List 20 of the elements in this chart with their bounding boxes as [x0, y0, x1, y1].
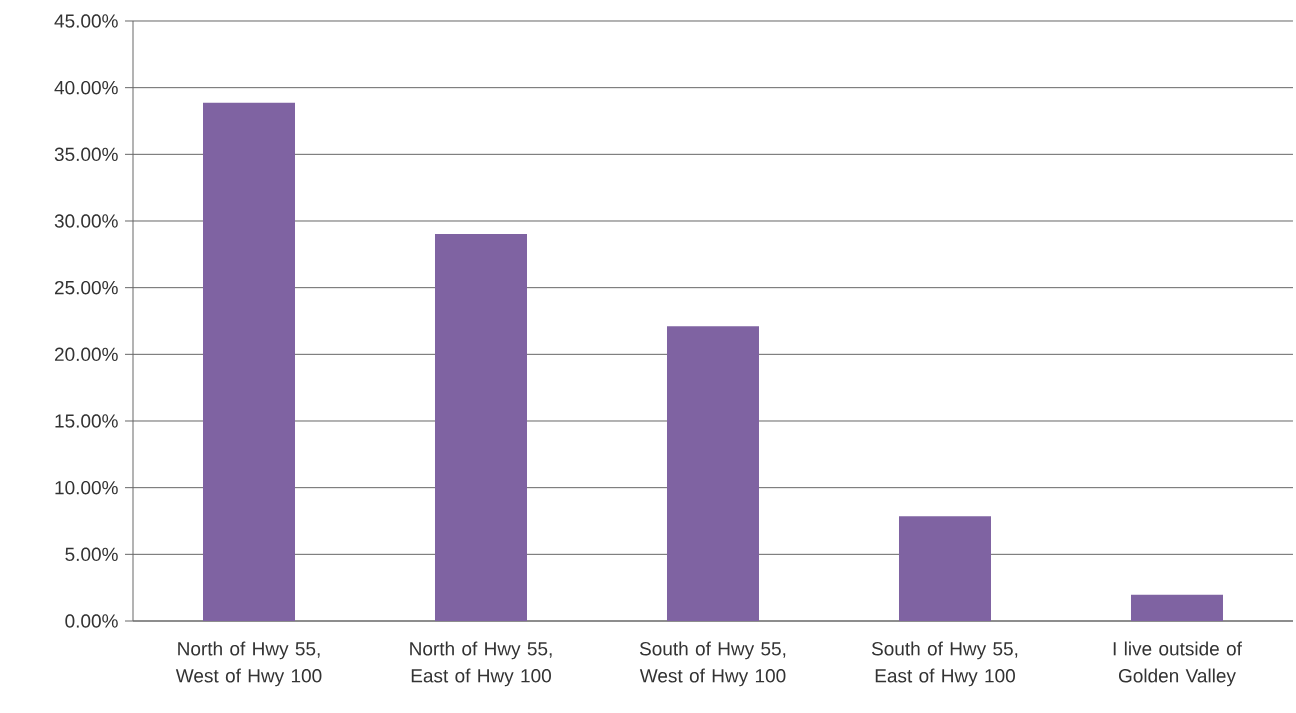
y-tick-label: 45.00% — [54, 14, 118, 28]
bar — [435, 233, 527, 621]
bar — [666, 326, 759, 621]
x-tick-label: North of Hwy 55, East of Hwy 100 — [410, 641, 552, 687]
bar — [1130, 594, 1223, 621]
x-tick-label: I live outside of Golden Valley — [1113, 641, 1242, 687]
y-tick-label: 0.00% — [65, 614, 118, 628]
y-tick-label: 5.00% — [65, 547, 118, 562]
bar — [203, 102, 295, 621]
y-tick-label: 30.00% — [54, 214, 118, 228]
y-tick-label: 15.00% — [55, 414, 118, 428]
y-tick-label: 20.00% — [54, 347, 118, 362]
x-tick-label: North of Hwy 55, West of Hwy 100 — [175, 641, 322, 687]
y-tick-label: 25.00% — [54, 280, 118, 295]
x-tick-label: South of Hwy 55, West of Hwy 100 — [639, 641, 786, 687]
y-tick-label: 10.00% — [55, 480, 118, 495]
y-tick-label: 40.00% — [54, 80, 118, 95]
y-tick-label: 35.00% — [54, 147, 118, 162]
x-tick-label: South of Hwy 55, East of Hwy 100 — [871, 641, 1018, 687]
bar — [898, 516, 991, 621]
